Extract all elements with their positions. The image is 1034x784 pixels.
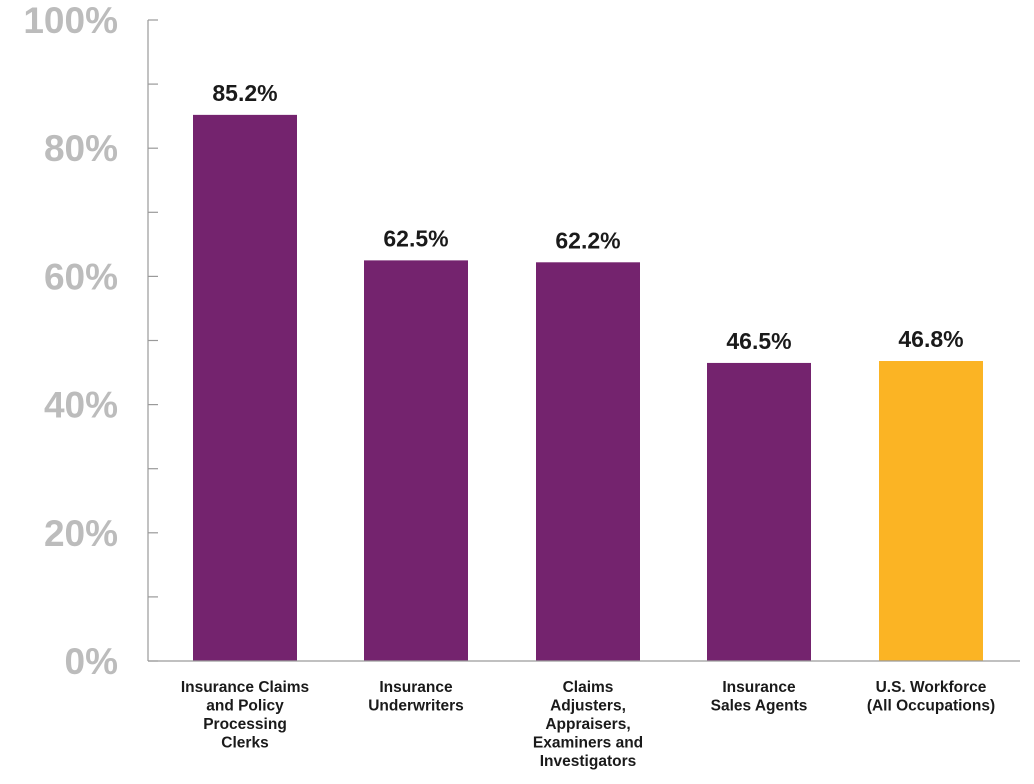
bars (193, 114, 983, 662)
bar-value-label: 46.5% (726, 328, 791, 354)
bar (879, 361, 983, 661)
bar (364, 260, 468, 661)
x-category-label: Claims Adjusters, Appraisers, Examiners and… (533, 679, 643, 770)
x-category-label: Insurance Sales Agents (711, 679, 808, 715)
bar-value-label: 62.2% (555, 227, 620, 253)
x-axis-labels: Insurance Claims and Policy Processing Cler… (181, 679, 995, 770)
bar-value-label: 46.8% (898, 326, 963, 352)
bar (193, 114, 297, 662)
y-axis: 0% 20% 40% 60% 80% 100% (23, 0, 158, 682)
bar-value-label: 85.2% (212, 80, 277, 106)
x-category-label: U.S. Workforce (All Occupations) (867, 679, 995, 715)
y-tick-label: 0% (65, 641, 118, 682)
bar (707, 362, 811, 661)
y-tick-label: 100% (23, 0, 118, 41)
y-tick-label: 20% (44, 513, 118, 554)
y-tick-label: 60% (44, 256, 118, 297)
y-tick-label: 40% (44, 385, 118, 426)
y-tick-label: 80% (44, 128, 118, 169)
x-category-label: Insurance Underwriters (368, 679, 464, 715)
x-category-label: Insurance Claims and Policy Processing Cler… (181, 679, 309, 752)
bar-value-label: 62.5% (383, 225, 448, 251)
bar (536, 262, 640, 661)
value-labels: 85.2% 62.5% 62.2% 46.5% 46.8% (212, 80, 963, 354)
